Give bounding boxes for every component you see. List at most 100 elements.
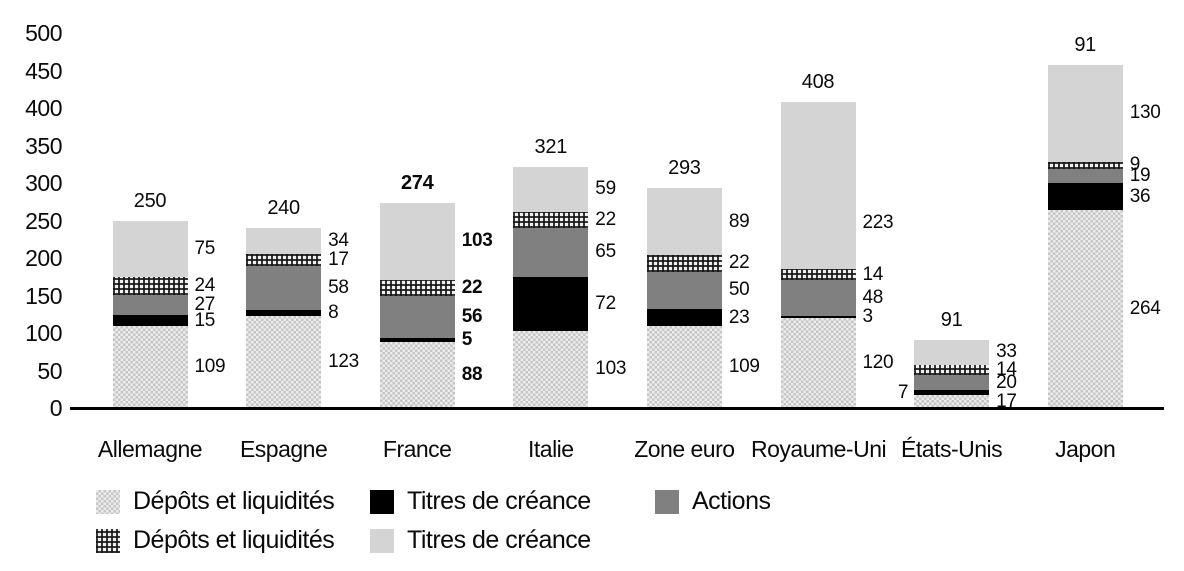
bar-segment-dotted (646, 326, 722, 408)
value-label: 130 (1129, 102, 1161, 124)
bar-segment-gray (513, 228, 589, 277)
bar-segment-cross (646, 255, 722, 272)
legend-item: Actions (655, 487, 771, 516)
total-label: 293 (668, 157, 701, 180)
bar-Japon (1047, 64, 1123, 408)
value-label: 48 (862, 286, 884, 308)
y-axis-tick: 0 (49, 395, 63, 421)
value-label: 5 (461, 329, 473, 351)
value-label: 223 (862, 211, 894, 233)
total-label: 408 (801, 71, 835, 93)
total-label: 91 (940, 308, 963, 331)
bar-segment-dotted (914, 395, 990, 408)
bar-segment-cross (914, 364, 990, 375)
bar-segment-black (646, 309, 722, 327)
x-axis-label: Espagne (239, 436, 328, 462)
value-label: 109 (728, 356, 760, 378)
x-axis-label: France (382, 436, 452, 462)
value-label: 72 (595, 292, 616, 314)
x-axis-line (70, 407, 1164, 410)
legend-item: Dépôts et liquidités (96, 487, 335, 516)
bar-segment-dotted (1047, 210, 1123, 408)
y-axis-tick: 50 (37, 357, 62, 384)
bar-segment-gray (780, 279, 856, 316)
legend-swatch-cross-icon (96, 528, 120, 553)
bar-segment-light (914, 339, 990, 365)
bar-segment-black (246, 309, 322, 316)
value-label: 34 (328, 229, 349, 251)
bar-segment-gray (646, 271, 722, 309)
bar-Espagne (246, 228, 322, 408)
value-label: 50 (728, 279, 750, 301)
total-label: 321 (534, 136, 568, 159)
bar-segment-light (1047, 64, 1123, 162)
bar-Zone euro (646, 188, 722, 408)
value-label: 27 (194, 293, 216, 315)
value-label: 65 (595, 241, 616, 263)
value-label: 17 (328, 248, 349, 270)
x-axis-label: Zone euro (634, 436, 735, 462)
value-label: 56 (461, 306, 483, 328)
value-label: 89 (728, 210, 750, 232)
value-label: 22 (595, 208, 616, 230)
bar-segment-cross (1047, 162, 1123, 169)
bar-segment-light (246, 228, 322, 254)
value-label: 14 (862, 263, 884, 285)
value-label: 7 (897, 381, 909, 403)
y-axis-tick: 150 (25, 282, 62, 309)
legend-item: Titres de créance (370, 487, 591, 516)
value-label: 8 (328, 301, 339, 323)
value-label: 120 (862, 352, 894, 373)
y-axis-tick: 400 (25, 95, 62, 121)
legend-label: Dépôts et liquidités (133, 487, 335, 515)
legend-swatch-black-icon (370, 489, 394, 514)
bar-segment-dotted (513, 330, 589, 408)
value-label: 22 (728, 252, 750, 274)
value-label: 15 (194, 309, 216, 331)
legend-item: Dépôts et liquidités (96, 526, 335, 555)
x-axis-label: Italie (528, 436, 574, 462)
bar-segment-black (112, 315, 188, 327)
bar-segment-dotted (379, 342, 455, 408)
bar-segment-gray (1047, 168, 1123, 183)
bar-segment-black (513, 276, 589, 331)
x-axis-label: Japon (1055, 436, 1116, 462)
legend-label: Titres de créance (407, 526, 591, 554)
total-label: 91 (1074, 33, 1097, 56)
bar-segment-black (379, 338, 455, 342)
legend-label: Dépôts et liquidités (133, 526, 335, 554)
y-axis-tick: 100 (25, 320, 62, 346)
y-axis-tick: 450 (25, 57, 62, 84)
legend-swatch-gray-icon (655, 489, 679, 514)
bar-segment-cross (246, 253, 322, 267)
bar-Allemagne (112, 220, 188, 408)
bar-France (379, 202, 455, 408)
value-label: 33 (996, 341, 1017, 363)
bar-segment-gray (914, 375, 990, 390)
legend-item: Titres de créance (370, 526, 591, 555)
value-label: 88 (461, 364, 483, 385)
legend-swatch-dotted-icon (96, 489, 120, 514)
y-axis-tick: 300 (25, 170, 62, 196)
bar-segment-black (914, 390, 990, 396)
bar-segment-dotted (780, 318, 856, 408)
value-label: 24 (194, 274, 216, 296)
value-label: 19 (1129, 164, 1151, 186)
value-label: 36 (1129, 185, 1151, 207)
value-label: 59 (595, 178, 616, 200)
bar-Italie (513, 167, 589, 408)
bar-segment-gray (379, 296, 455, 339)
bar-segment-cross (379, 279, 455, 297)
value-label: 23 (728, 306, 750, 328)
value-label: 17 (996, 390, 1017, 412)
value-label: 58 (328, 277, 349, 298)
legend-label: Actions (692, 487, 771, 515)
total-label: 250 (133, 189, 167, 212)
bar-segment-light (646, 188, 722, 255)
bar-segment-dotted (246, 315, 322, 408)
bar-segment-light (379, 202, 455, 280)
value-label: 103 (595, 358, 627, 380)
bar-segment-light (780, 102, 856, 270)
value-label: 20 (996, 371, 1017, 393)
value-label: 103 (461, 230, 493, 252)
